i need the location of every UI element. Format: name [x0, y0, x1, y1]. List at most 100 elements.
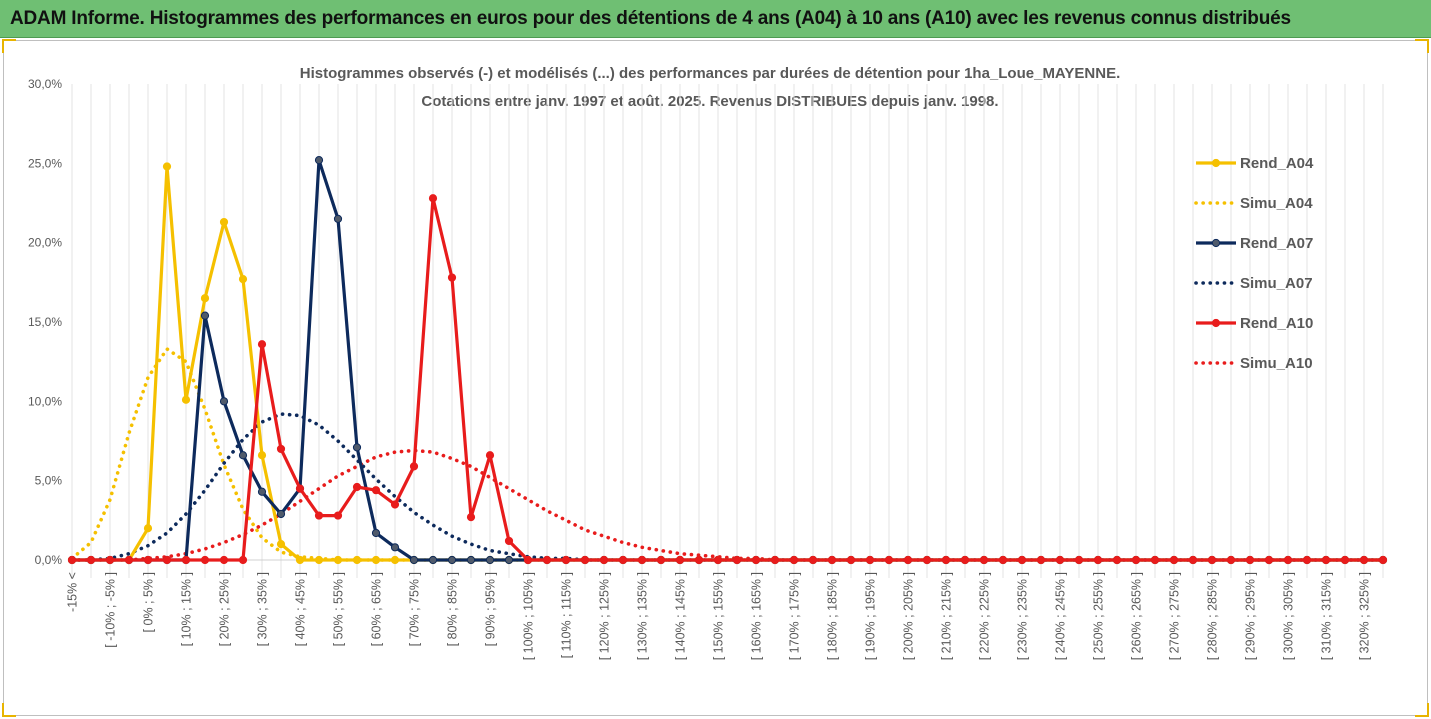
x-tick-label: [ 260% ; 265% ]	[1130, 572, 1144, 660]
series-line	[72, 196, 1383, 562]
data-point	[1131, 555, 1141, 565]
frame-corner-handle[interactable]	[1415, 703, 1429, 717]
data-point	[390, 555, 400, 565]
data-point	[922, 555, 932, 565]
x-tick-label: [ 200% ; 205% ]	[902, 572, 916, 660]
y-tick-label: 0,0%	[35, 553, 63, 567]
data-point	[371, 486, 381, 495]
report-banner: ADAM Informe. Histogrammes des performan…	[0, 0, 1431, 38]
data-point	[466, 555, 476, 565]
data-point	[371, 555, 381, 565]
data-point	[181, 395, 191, 404]
data-point	[523, 555, 533, 565]
x-tick-label: [ 320% ; 325% ]	[1358, 572, 1372, 660]
series-line	[72, 158, 1383, 562]
x-tick-label: [ 280% ; 285% ]	[1206, 572, 1220, 660]
data-point	[580, 555, 590, 565]
x-tick-label: [ 310% ; 315% ]	[1320, 572, 1334, 660]
data-point	[770, 555, 780, 565]
data-point	[238, 451, 248, 460]
data-point	[1226, 555, 1236, 565]
data-point	[998, 555, 1008, 565]
data-point	[789, 555, 799, 565]
data-point	[295, 484, 305, 493]
data-point	[333, 214, 343, 223]
data-point	[276, 444, 286, 454]
legend: Rend_A04 Simu_A04 Rend_A07 Simu_A07 Rend_A10…	[1194, 155, 1314, 372]
x-tick-label: [ -10% ; -5% ]	[104, 572, 118, 648]
frame-corner-handle[interactable]	[2, 703, 16, 717]
x-tick-label: [ 90% ; 95% ]	[484, 572, 498, 646]
data-point	[447, 273, 457, 282]
data-point	[1264, 555, 1274, 565]
data-point	[352, 443, 362, 452]
data-point	[960, 555, 970, 565]
data-point	[1188, 555, 1198, 565]
data-point	[1112, 555, 1122, 565]
data-point	[219, 397, 229, 406]
data-point	[846, 555, 856, 565]
legend-marker	[1211, 238, 1221, 248]
data-point	[219, 217, 229, 227]
data-point	[162, 162, 172, 171]
series-simu-a10	[70, 448, 1385, 562]
legend-marker	[1211, 158, 1221, 168]
data-point	[865, 555, 875, 565]
frame-corner-handle[interactable]	[1415, 39, 1429, 53]
y-tick-label: 5,0%	[35, 474, 63, 488]
legend-item[interactable]: Simu_A10	[1194, 355, 1313, 372]
data-point	[884, 555, 894, 565]
data-point	[314, 511, 324, 520]
x-tick-label: [ 130% ; 135% ]	[636, 572, 650, 660]
data-point	[1321, 555, 1331, 565]
data-point	[276, 509, 286, 519]
x-tick-label: [ 220% ; 225% ]	[978, 572, 992, 660]
gridlines	[71, 84, 1385, 578]
data-point	[827, 555, 837, 565]
data-point	[599, 555, 609, 565]
y-tick-label: 15,0%	[28, 315, 62, 329]
data-point	[466, 513, 476, 522]
legend-item[interactable]: Rend_A04	[1196, 155, 1314, 172]
data-point	[238, 555, 248, 565]
data-point	[1245, 555, 1255, 565]
x-tick-label: [ 150% ; 155% ]	[712, 572, 726, 660]
y-tick-label: 30,0%	[28, 77, 62, 91]
data-point	[1207, 555, 1217, 565]
data-point	[86, 555, 96, 565]
legend-item[interactable]: Rend_A10	[1196, 315, 1313, 332]
chart-subtitle: Cotations entre janv. 1997 et août. 2025…	[421, 93, 998, 110]
legend-item[interactable]: Simu_A04	[1194, 195, 1313, 212]
data-point	[314, 555, 324, 565]
data-point	[618, 555, 628, 565]
report-title: ADAM Informe. Histogrammes des performan…	[10, 8, 1291, 29]
x-tick-label: [ 10% ; 15% ]	[180, 572, 194, 646]
frame-corner-handle[interactable]	[2, 39, 16, 53]
x-tick-label: [ 230% ; 235% ]	[1016, 572, 1030, 660]
x-tick-label: [ 300% ; 305% ]	[1282, 572, 1296, 660]
data-point	[485, 555, 495, 565]
data-point	[143, 555, 153, 565]
data-point	[105, 555, 115, 565]
data-point	[428, 194, 438, 203]
series-rend-a10	[67, 194, 1388, 565]
legend-item[interactable]: Rend_A07	[1196, 235, 1313, 252]
data-point	[447, 555, 457, 565]
data-point	[732, 555, 742, 565]
data-point	[67, 555, 77, 565]
data-point	[1302, 555, 1312, 565]
x-tick-label: [ 210% ; 215% ]	[940, 572, 954, 660]
data-point	[542, 555, 552, 565]
data-point	[1378, 555, 1388, 565]
chart-frame	[3, 40, 1428, 716]
legend-marker	[1211, 318, 1221, 328]
data-point	[485, 451, 495, 460]
x-tick-label: [ 290% ; 295% ]	[1244, 572, 1258, 660]
legend-item[interactable]: Simu_A07	[1194, 275, 1313, 292]
x-tick-label: [ 180% ; 185% ]	[826, 572, 840, 660]
data-point	[352, 482, 362, 492]
data-point	[1055, 555, 1065, 565]
data-point	[409, 462, 419, 471]
data-point	[1359, 555, 1369, 565]
